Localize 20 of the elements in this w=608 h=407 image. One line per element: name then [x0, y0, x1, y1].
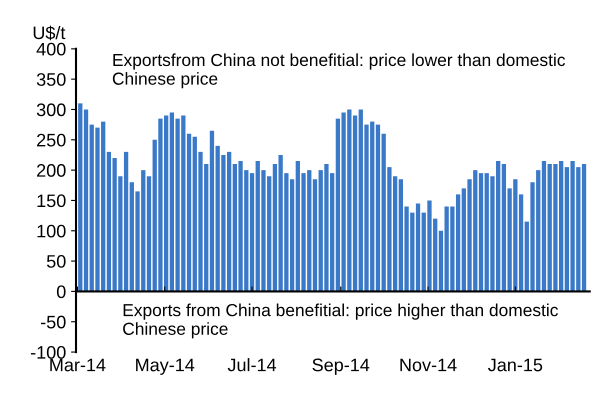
y-tick-label: 200	[37, 164, 66, 177]
x-tick-label: Jan-15	[488, 358, 542, 372]
y-tick-label: 300	[36, 103, 66, 116]
y-tick-label: 50	[46, 255, 66, 268]
y-tick-label: -50	[40, 316, 66, 328]
y-tick-label: -100	[30, 346, 66, 359]
x-tick-label: Mar-14	[50, 358, 106, 372]
y-tick-label: 250	[37, 134, 66, 147]
y-tick-label: 350	[36, 73, 66, 86]
x-tick-label: Sep-14	[312, 358, 370, 375]
x-tick-label: Nov-14	[400, 358, 457, 372]
y-tick-label: 150	[38, 194, 66, 208]
y-tick-label: 0	[56, 285, 66, 298]
annotation: Exportsfrom China not benefitial: price lower than domestic Chinese price	[112, 53, 566, 88]
y-axis-title: U$/t	[34, 26, 66, 40]
y-tick-label: 400	[36, 42, 66, 56]
annotation: Exports from China benefitial: price higher than domestic Chinese price	[123, 304, 558, 338]
y-tick-label: 100	[38, 224, 66, 238]
x-tick-label: Jul-14	[228, 358, 276, 372]
x-tick-label: May-14	[136, 358, 194, 375]
